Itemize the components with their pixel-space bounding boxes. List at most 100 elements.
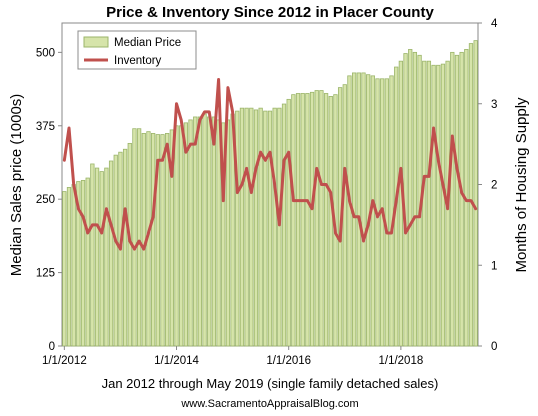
price-bar bbox=[179, 125, 184, 347]
price-bar bbox=[323, 93, 329, 347]
price-bar bbox=[155, 134, 160, 347]
price-bar bbox=[291, 94, 296, 347]
price-bar bbox=[473, 40, 478, 347]
price-bar bbox=[151, 133, 156, 347]
price-bar bbox=[197, 116, 203, 347]
price-bar bbox=[436, 64, 441, 347]
price-bar bbox=[277, 107, 282, 347]
price-bar bbox=[132, 128, 137, 347]
right-axis-ticks: 0 1 2 3 4 bbox=[478, 18, 498, 353]
x-axis-tick-label: 1/1/2016 bbox=[266, 355, 311, 367]
price-bar bbox=[328, 96, 333, 347]
price-bar bbox=[188, 119, 193, 347]
price-bar bbox=[431, 64, 436, 347]
x-axis-title: Jan 2012 through May 2019 (single family… bbox=[102, 376, 439, 391]
x-axis-tick-label: 1/1/2014 bbox=[154, 355, 199, 367]
price-bar bbox=[249, 107, 254, 347]
x-axis-tick-label: 1/1/2012 bbox=[42, 355, 87, 367]
price-bar bbox=[450, 51, 455, 347]
chart-title: Price & Inventory Since 2012 in Placer C… bbox=[106, 4, 434, 21]
price-bar bbox=[319, 90, 324, 347]
legend: Median Price Inventory bbox=[77, 30, 197, 70]
price-bar bbox=[295, 93, 301, 347]
price-bar bbox=[361, 72, 366, 347]
credit-text: www.SacramentoAppraisalBlog.com bbox=[180, 398, 358, 410]
right-axis-tick-label: 1 bbox=[491, 260, 497, 272]
price-bar bbox=[66, 187, 72, 347]
price-bar bbox=[104, 167, 109, 347]
price-bar bbox=[347, 75, 352, 347]
price-bar bbox=[454, 54, 460, 347]
price-bar bbox=[76, 181, 81, 347]
right-axis-tick-label: 4 bbox=[491, 18, 498, 30]
price-bar bbox=[263, 110, 268, 347]
inventory-line-group bbox=[62, 78, 478, 251]
price-bar bbox=[258, 107, 263, 347]
price-bar bbox=[207, 116, 212, 347]
x-axis-ticks: 1/1/2012 1/1/2014 1/1/2016 1/1/2018 bbox=[42, 346, 423, 367]
left-axis-tick-label: 125 bbox=[36, 268, 55, 280]
price-bar bbox=[366, 74, 371, 347]
price-bar bbox=[267, 110, 273, 347]
inventory-line bbox=[62, 78, 478, 251]
price-bar bbox=[221, 122, 226, 347]
price-bar bbox=[90, 163, 95, 347]
price-bar bbox=[300, 93, 305, 347]
price-bar bbox=[422, 60, 427, 347]
legend-label-median-price: Median Price bbox=[114, 37, 181, 49]
price-bar bbox=[225, 119, 231, 347]
price-bar bbox=[160, 134, 165, 347]
price-bar bbox=[108, 160, 114, 347]
x-axis-tick-label: 1/1/2018 bbox=[378, 355, 423, 367]
price-bar bbox=[85, 177, 90, 347]
price-bar bbox=[412, 51, 418, 347]
price-bar bbox=[211, 116, 217, 347]
price-bar bbox=[389, 75, 394, 347]
legend-swatch-median-price bbox=[83, 36, 109, 48]
right-axis-tick-label: 0 bbox=[491, 341, 497, 353]
price-bar bbox=[80, 179, 86, 347]
price-bar bbox=[136, 128, 142, 347]
price-bar bbox=[384, 78, 389, 347]
price-bar bbox=[113, 154, 118, 347]
left-axis-tick-label: 0 bbox=[49, 341, 55, 353]
right-axis-tick-label: 2 bbox=[491, 180, 497, 192]
price-bar bbox=[174, 125, 179, 347]
price-bar bbox=[408, 49, 413, 347]
left-axis-ticks: 0 125 250 375 500 bbox=[36, 47, 62, 353]
left-axis-tick-label: 500 bbox=[36, 47, 55, 59]
price-bar bbox=[468, 43, 474, 347]
right-axis-tick-label: 3 bbox=[491, 99, 497, 111]
price-bar bbox=[169, 129, 174, 347]
price-bar bbox=[426, 60, 432, 347]
price-bar bbox=[165, 133, 170, 347]
price-bar bbox=[193, 116, 198, 347]
price-bar bbox=[62, 191, 67, 347]
price-bar bbox=[356, 72, 361, 347]
price-bar bbox=[286, 98, 291, 347]
left-axis-tick-label: 375 bbox=[36, 121, 55, 133]
price-bar bbox=[71, 184, 76, 347]
left-axis-tick-label: 250 bbox=[36, 194, 55, 206]
price-bar bbox=[202, 113, 207, 347]
price-bar bbox=[309, 91, 315, 347]
price-bar bbox=[281, 103, 287, 347]
price-bar bbox=[342, 84, 347, 347]
price-bar bbox=[314, 90, 319, 347]
price-bar bbox=[459, 51, 464, 347]
price-bar bbox=[305, 93, 310, 347]
price-bar bbox=[99, 171, 104, 347]
right-axis-title: Months of Housing Supply bbox=[513, 97, 530, 273]
price-bar bbox=[122, 148, 128, 347]
price-bar bbox=[235, 110, 240, 347]
price-bar bbox=[216, 119, 221, 347]
price-bar bbox=[94, 167, 100, 347]
price-bar bbox=[272, 107, 277, 347]
left-axis-title: Median Sales price (1000s) bbox=[8, 94, 25, 277]
price-bar bbox=[239, 107, 245, 347]
price-bar bbox=[244, 107, 249, 347]
legend-label-inventory: Inventory bbox=[114, 55, 162, 67]
price-bar bbox=[183, 122, 189, 347]
price-bar bbox=[253, 109, 259, 347]
